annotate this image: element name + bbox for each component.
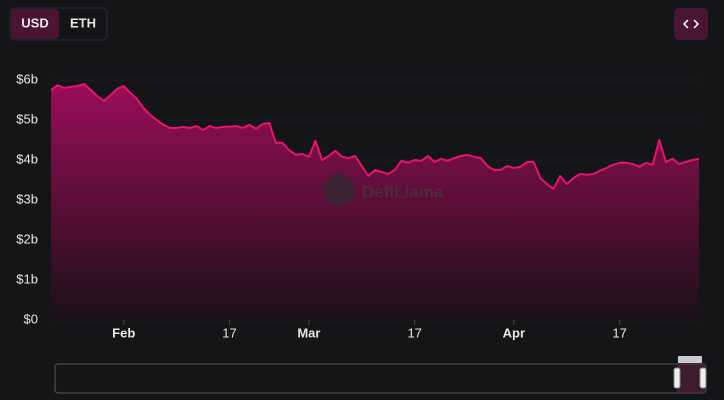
x-tick-label: Apr (503, 325, 525, 340)
embed-icon (682, 19, 700, 29)
y-tick-label: $0 (24, 311, 38, 326)
y-tick-label: $2b (16, 231, 38, 246)
y-tick-label: $4b (16, 151, 38, 166)
plot-area: $0 $1b $2b $3b $4b $5b $6b Feb 17 Mar 17 Apr 17 (16, 71, 700, 340)
x-tick-label: 17 (222, 325, 236, 340)
line (50, 83, 700, 190)
x-tick-label: Feb (112, 325, 135, 340)
x-tick-label: Mar (297, 325, 320, 340)
toggle-usd[interactable]: USD (21, 15, 48, 30)
toggle-eth[interactable]: ETH (70, 15, 96, 30)
area (51, 84, 699, 320)
brush-handle-right[interactable] (699, 367, 707, 389)
y-tick-label: $5b (16, 111, 38, 126)
x-tick-label: 17 (612, 325, 626, 340)
brush-grip[interactable] (678, 356, 702, 363)
watermark-logo (323, 174, 355, 206)
y-tick-label: $6b (16, 71, 38, 86)
embed-button[interactable] (674, 8, 708, 40)
brush-handle-left[interactable] (673, 367, 681, 389)
x-tick-label: 17 (407, 325, 421, 340)
currency-toggle (9, 7, 108, 41)
y-tick-label: $3b (16, 191, 38, 206)
watermark: DefiLlama (362, 182, 444, 201)
toggle-usd-bg[interactable] (11, 9, 59, 39)
y-tick-label: $1b (16, 271, 38, 286)
